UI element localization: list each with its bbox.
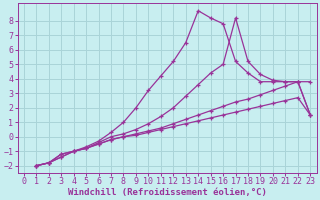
X-axis label: Windchill (Refroidissement éolien,°C): Windchill (Refroidissement éolien,°C) (68, 188, 267, 197)
